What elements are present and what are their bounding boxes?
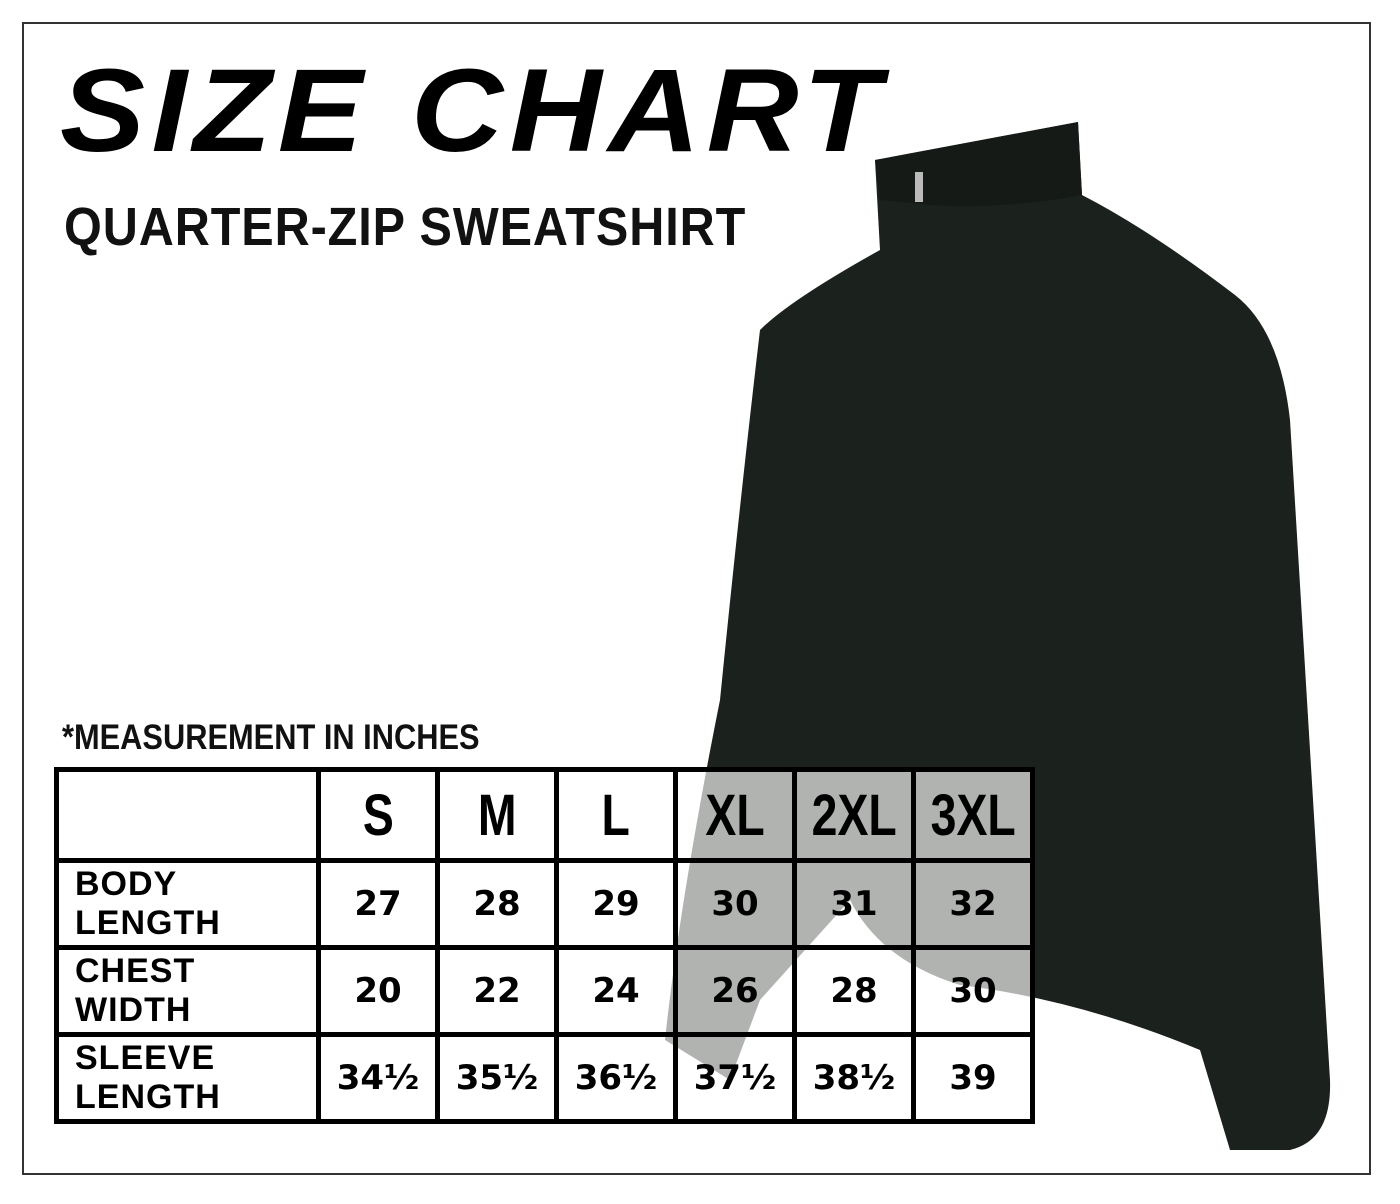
cell: 20: [316, 945, 440, 1037]
cell: 29: [554, 858, 678, 950]
size-header: L: [554, 767, 678, 863]
cell: 38½: [792, 1032, 916, 1124]
product-subtitle: QUARTER-ZIP SWEATSHIRT: [64, 197, 747, 257]
zipper-icon: [915, 172, 923, 202]
cell: 30: [673, 858, 797, 950]
cell: 28: [435, 858, 559, 950]
row-label: CHEST WIDTH: [54, 945, 321, 1037]
size-header: 3XL: [911, 767, 1035, 863]
size-table: S M L XL 2XL 3XL BODY LENGTH 27 28 29 30…: [54, 767, 1035, 1124]
cell: 30: [911, 945, 1035, 1037]
table-row: SLEEVE LENGTH 34½ 35½ 36½ 37½ 38½ 39: [54, 1032, 1035, 1124]
cell: 37½: [673, 1032, 797, 1124]
cell: 36½: [554, 1032, 678, 1124]
size-header: S: [316, 767, 440, 863]
cell: 34½: [316, 1032, 440, 1124]
cell: 31: [792, 858, 916, 950]
cell: 28: [792, 945, 916, 1037]
page-title: SIZE CHART: [60, 45, 888, 177]
size-header: XL: [673, 767, 797, 863]
cell: 24: [554, 945, 678, 1037]
size-header: 2XL: [792, 767, 916, 863]
cell: 35½: [435, 1032, 559, 1124]
size-header: M: [435, 767, 559, 863]
cell: 39: [911, 1032, 1035, 1124]
collar: [875, 122, 1082, 207]
table-row: CHEST WIDTH 20 22 24 26 28 30: [54, 945, 1035, 1037]
cell: 22: [435, 945, 559, 1037]
cell: 32: [911, 858, 1035, 950]
size-header-row: S M L XL 2XL 3XL: [54, 767, 1035, 863]
table-row: BODY LENGTH 27 28 29 30 31 32: [54, 858, 1035, 950]
cell: 26: [673, 945, 797, 1037]
measurement-note: *MEASUREMENT IN INCHES: [62, 718, 480, 757]
empty-header-cell: [54, 767, 321, 863]
frame-border: [22, 22, 1371, 1175]
cell: 27: [316, 858, 440, 950]
row-label: SLEEVE LENGTH: [54, 1032, 321, 1124]
row-label: BODY LENGTH: [54, 858, 321, 950]
